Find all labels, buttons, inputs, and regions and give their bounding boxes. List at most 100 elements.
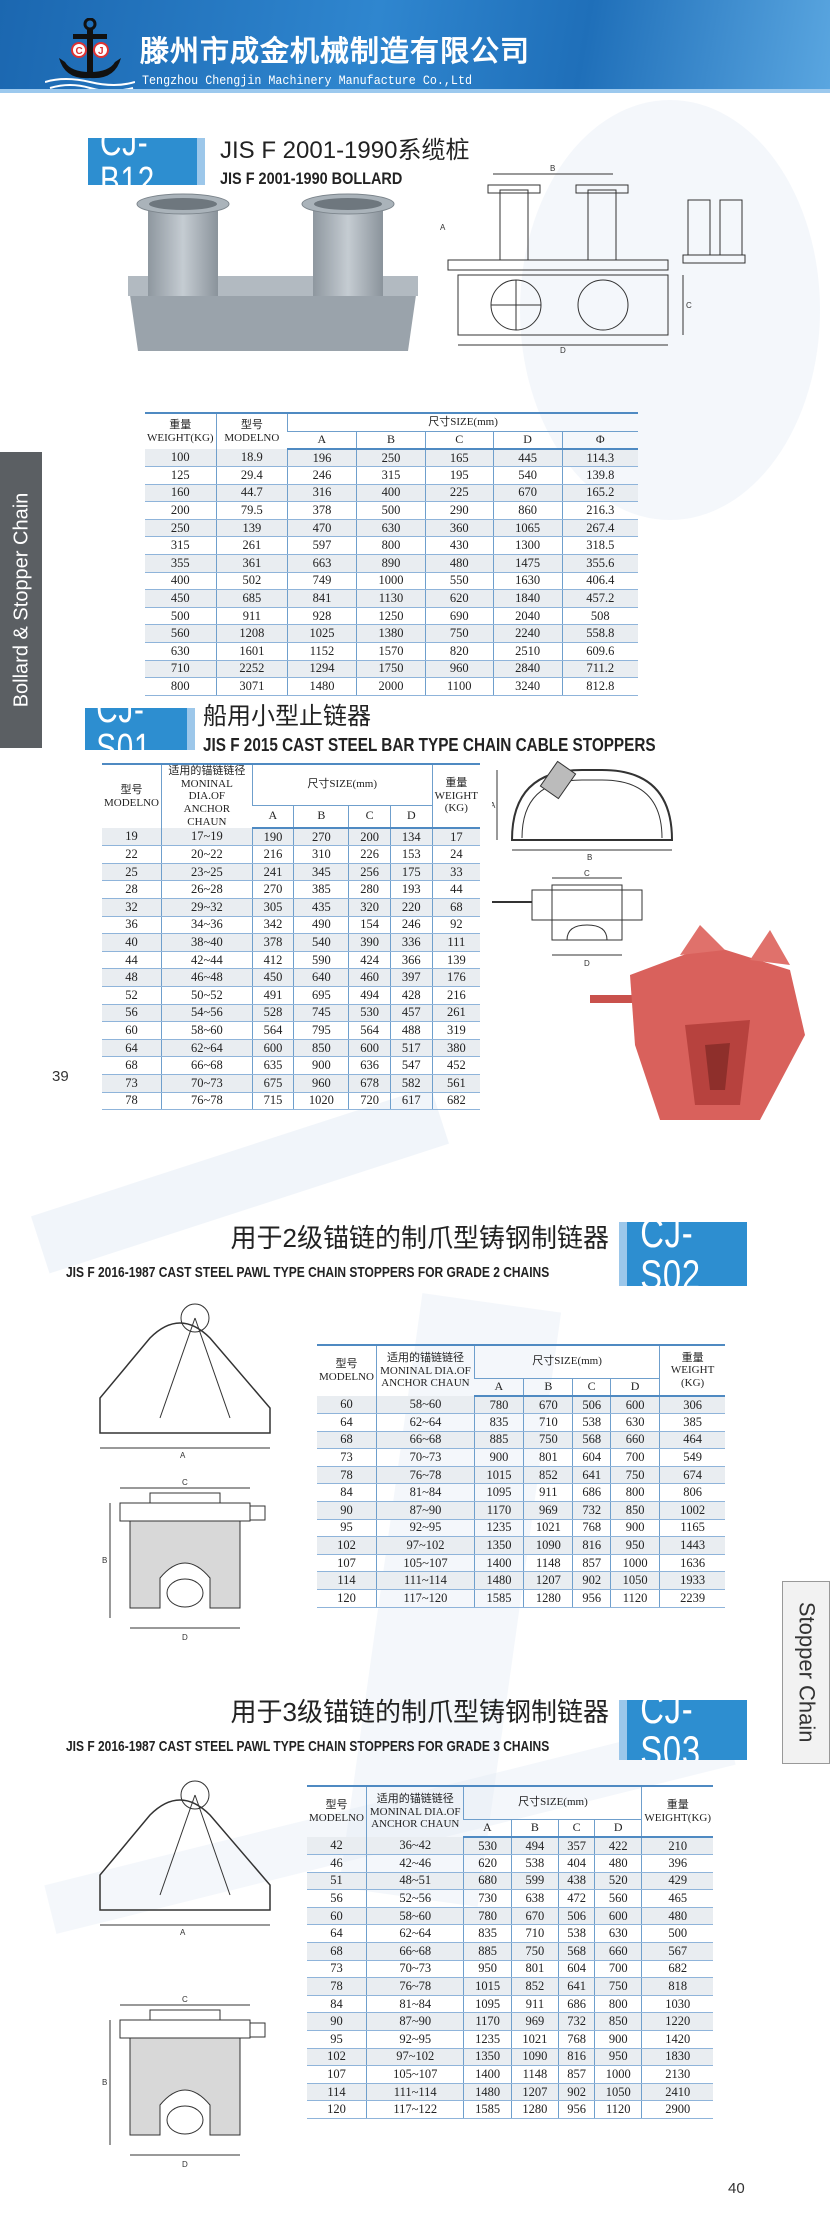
product-code-badge: CJ-B12 <box>88 138 205 185</box>
table-cell: 107 <box>307 2065 367 2084</box>
table-cell: 428 <box>389 986 433 1005</box>
section-title-en: JIS F 2001-1990 BOLLARD <box>220 169 403 188</box>
table-cell: 609.6 <box>561 642 638 661</box>
table-row: 800 3071 1480 2000 1100 3240 812.8 <box>145 677 638 696</box>
table-row: 630 1601 1152 1570 820 2510 609.6 <box>145 642 638 661</box>
table-cell: 678 <box>348 1074 391 1093</box>
table-cell: 78 <box>317 1466 377 1485</box>
table-cell: 200 <box>348 828 391 847</box>
header-weight-cn: 重量 <box>666 1798 689 1811</box>
table-row: 315 261 597 800 430 1300 318.5 <box>145 536 638 556</box>
table-cell: 1050 <box>594 2083 642 2102</box>
table-cell: 261 <box>215 536 288 556</box>
table-cell: 315 <box>356 466 426 485</box>
table-cell: 452 <box>431 1056 480 1076</box>
table-cell: 76~78 <box>365 1977 464 1996</box>
table-cell: 120 <box>317 1589 377 1608</box>
table-cell: 355.6 <box>561 554 638 573</box>
table-cell: 105~107 <box>376 1554 475 1573</box>
table-cell: 464 <box>659 1431 725 1450</box>
table-cell: 686 <box>558 1995 595 2014</box>
table-cell: 720 <box>348 1092 391 1111</box>
table-cell: 538 <box>572 1413 611 1432</box>
table-cell: 710 <box>510 1924 559 1944</box>
table-cell: 470 <box>287 519 357 538</box>
table-cell: 641 <box>558 1977 595 1996</box>
table-cell: 1095 <box>473 1483 524 1503</box>
table-cell: 540 <box>492 466 563 485</box>
table-cell: 1090 <box>510 2048 559 2067</box>
table-cell: 2040 <box>492 607 563 626</box>
table-cell: 1148 <box>523 1554 573 1573</box>
table-cell: 165 <box>424 449 494 468</box>
svg-text:C: C <box>686 301 692 310</box>
table-cell: 429 <box>641 1872 713 1891</box>
table-row: 107 105~107 1400 1148 857 1000 2130 <box>307 2065 713 2084</box>
table-cell: 1400 <box>463 2065 512 2084</box>
table-row: 95 92~95 1235 1021 768 900 1420 <box>307 2030 713 2049</box>
header-dia-cn: 适用的锚链链径 <box>376 1793 454 1806</box>
table-row: 78 76~78 1015 852 641 750 818 <box>307 1977 713 1996</box>
table-cell: 225 <box>424 484 494 503</box>
table-cell: 730 <box>463 1889 512 1908</box>
table-row: 160 44.7 316 400 225 670 165.2 <box>145 484 638 503</box>
table-cell: 100 <box>145 449 217 468</box>
svg-text:C: C <box>182 1478 188 1487</box>
table-cell: 1170 <box>473 1501 524 1520</box>
table-cell: 682 <box>431 1092 480 1111</box>
table-cell: 680 <box>463 1872 512 1891</box>
header-model-en: MODELNO <box>319 1371 374 1383</box>
table-cell: 390 <box>348 933 391 952</box>
table-cell: 630 <box>356 519 426 538</box>
header-model-en: MODELNO <box>104 796 159 809</box>
table-cell: 66~68 <box>161 1056 253 1076</box>
table-cell: 1100 <box>424 677 494 696</box>
table-cell: 969 <box>523 1501 573 1520</box>
table-cell: 345 <box>293 863 349 882</box>
table-cell: 560 <box>594 1889 642 1908</box>
table-cell: 28 <box>102 880 162 900</box>
company-logo-anchor-icon: C J <box>45 18 135 90</box>
header-col: B <box>523 1378 573 1397</box>
table-cell: 111~114 <box>365 2083 464 2102</box>
table-cell: 835 <box>463 1924 512 1944</box>
header-dia-en: ANCHOR CHAUN <box>183 802 231 828</box>
svg-text:D: D <box>584 959 590 968</box>
table-cell: 1207 <box>510 2083 559 2102</box>
table-cell: 1443 <box>659 1536 725 1555</box>
table-cell: 502 <box>215 572 288 591</box>
table-cell: 56 <box>307 1889 367 1908</box>
table-cell: 780 <box>463 1907 512 1926</box>
table-cell: 1050 <box>609 1571 660 1591</box>
table-cell: 852 <box>523 1466 573 1485</box>
table-cell: 117~122 <box>365 2100 464 2119</box>
table-cell: 1207 <box>523 1571 573 1591</box>
table-cell: 42~44 <box>161 951 253 970</box>
header-dia-en: ANCHOR CHAUN <box>371 1818 460 1831</box>
table-cell: 620 <box>424 589 494 608</box>
table-cell: 357 <box>558 1837 595 1856</box>
table-cell: 564 <box>251 1021 294 1040</box>
table-cell: 25 <box>102 863 162 882</box>
header-col: D <box>609 1378 660 1397</box>
table-cell: 582 <box>389 1074 433 1093</box>
table-cell: 87~90 <box>365 2012 464 2032</box>
table-row: 200 79.5 378 500 290 860 216.3 <box>145 501 638 520</box>
table-cell: 1933 <box>659 1571 725 1591</box>
table-cell: 1294 <box>287 660 357 679</box>
svg-text:B: B <box>587 853 592 862</box>
table-cell: 220 <box>389 898 433 917</box>
table-cell: 73 <box>317 1448 377 1467</box>
section-title-cn: JIS F 2001-1990系缆桩 <box>220 137 470 164</box>
table-cell: 68 <box>102 1056 162 1076</box>
table-cell: 160 <box>145 484 217 503</box>
header-size: 尺寸SIZE(mm) <box>251 764 433 806</box>
table-cell: 1090 <box>523 1536 573 1555</box>
table-row: 400 502 749 1000 550 1630 406.4 <box>145 572 638 591</box>
table-cell: 567 <box>641 1942 713 1961</box>
table-cell: 315 <box>145 536 217 556</box>
table-cell: 635 <box>251 1056 294 1076</box>
table-cell: 400 <box>356 484 426 503</box>
table-cell: 97~102 <box>365 2048 464 2067</box>
table-cell: 568 <box>572 1431 611 1450</box>
